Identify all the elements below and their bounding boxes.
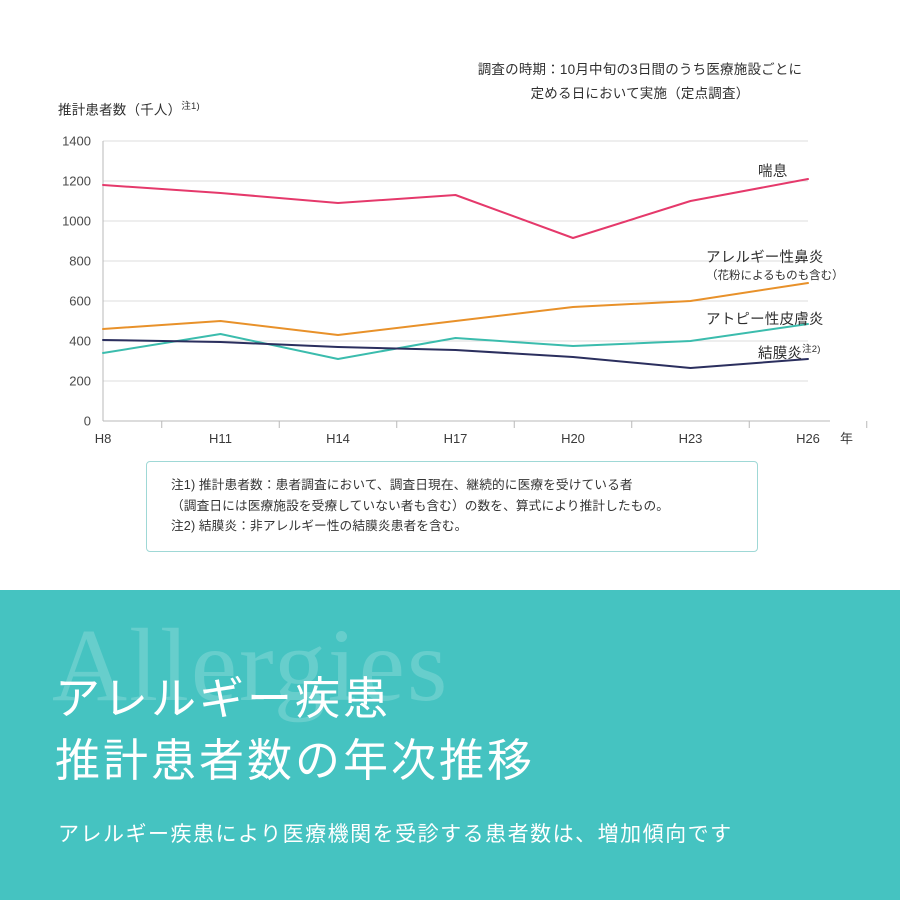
series-label-conjunctivitis-note-marker: 注2) (802, 344, 821, 355)
series-label-dermatitis: アトピー性皮膚炎 (706, 308, 824, 329)
y-tick-labels: 0 200 400 600 800 1000 1200 1400 (62, 134, 91, 429)
survey-period-line-2: 定める日において実施（定点調査） (530, 85, 750, 101)
title-banner: Allergies アレルギー疾患 推計患者数の年次推移 アレルギー疾患により医… (0, 590, 900, 900)
x-tick-label: H14 (326, 431, 350, 446)
y-tick-label: 1400 (62, 134, 91, 149)
y-tick-label: 0 (84, 414, 91, 429)
footnote-line: 注1) 推計患者数：患者調査において、調査日現在、継続的に医療を受けている者 (171, 478, 633, 492)
y-axis-title-note-marker: 注1) (181, 101, 200, 112)
series-label-asthma: 喘息 (758, 160, 787, 181)
survey-period-line-1: 調査の時期：10月中旬の3日間のうち医療施設ごとに (477, 62, 803, 77)
series-label-asthma-text: 喘息 (758, 164, 788, 180)
series-label-rhinitis-subtext: （花粉によるものも含む） (706, 270, 844, 282)
y-tick-label: 600 (69, 294, 91, 309)
series-line (102, 323, 809, 360)
survey-period-note: 調査の時期：10月中旬の3日間のうち医療施設ごとに 定める日において実施（定点調… (440, 58, 840, 105)
x-tick-label: H11 (209, 431, 232, 446)
y-tick-label: 1000 (62, 214, 91, 229)
banner-watermark-text: Allergies (52, 608, 450, 723)
x-tick-label: H23 (679, 431, 703, 446)
y-tick-label: 200 (69, 374, 91, 389)
gridlines (103, 140, 808, 382)
x-tick-label: H20 (561, 431, 585, 446)
y-tick-label: 800 (69, 254, 91, 269)
footnote-line: 注2) 結膜炎：非アレルギー性の結膜炎患者を含む。 (171, 519, 468, 534)
series-line (102, 339, 809, 369)
series-line (102, 282, 809, 336)
banner-title-line-1: アレルギー疾患 (55, 674, 392, 724)
series-label-rhinitis-text: アレルギー性鼻炎 (706, 250, 824, 266)
series-line (102, 178, 809, 239)
y-tick-label: 1200 (62, 174, 91, 189)
series-label-dermatitis-text: アトピー性皮膚炎 (706, 312, 824, 328)
line-chart: 0 200 400 600 800 1000 1200 1400 H8 H11 H14 H17 H20… (62, 134, 868, 446)
footnote-line: （調査日には医療施設を受療していない者も含む）の数を、算式により推計したもの。 (171, 498, 670, 513)
series-label-rhinitis: アレルギー性鼻炎 （花粉によるものも含む） (706, 246, 844, 283)
x-tick-labels: H8 H11 H14 H17 H20 H23 H26 (95, 431, 820, 446)
x-tick-label: H26 (796, 431, 820, 446)
y-axis-title: 推計患者数（千人）注1) (58, 98, 200, 119)
series-paths (102, 178, 809, 369)
banner-title: アレルギー疾患 推計患者数の年次推移 (55, 668, 535, 792)
series-label-conjunctivitis-text: 結膜炎 (758, 345, 803, 362)
y-tick-label: 400 (69, 334, 91, 349)
footnote-box: 注1) 推計患者数：患者調査において、調査日現在、継続的に医療を受けている者 （… (146, 461, 758, 552)
banner-subtitle: アレルギー疾患により医療機関を受診する患者数は、増加傾向です (58, 822, 733, 846)
x-tick-label: H8 (95, 431, 112, 446)
y-axis-title-text: 推計患者数（千人） (58, 102, 182, 118)
x-axis-unit-label: 年 (840, 431, 853, 446)
chart-panel: 調査の時期：10月中旬の3日間のうち医療施設ごとに 定める日において実施（定点調… (58, 58, 868, 552)
x-axis-ticks (161, 421, 868, 428)
x-tick-label: H17 (444, 431, 468, 446)
series-label-conjunctivitis: 結膜炎注2) (758, 341, 821, 363)
axis-lines (102, 141, 830, 422)
banner-title-line-2: 推計患者数の年次推移 (55, 736, 536, 787)
